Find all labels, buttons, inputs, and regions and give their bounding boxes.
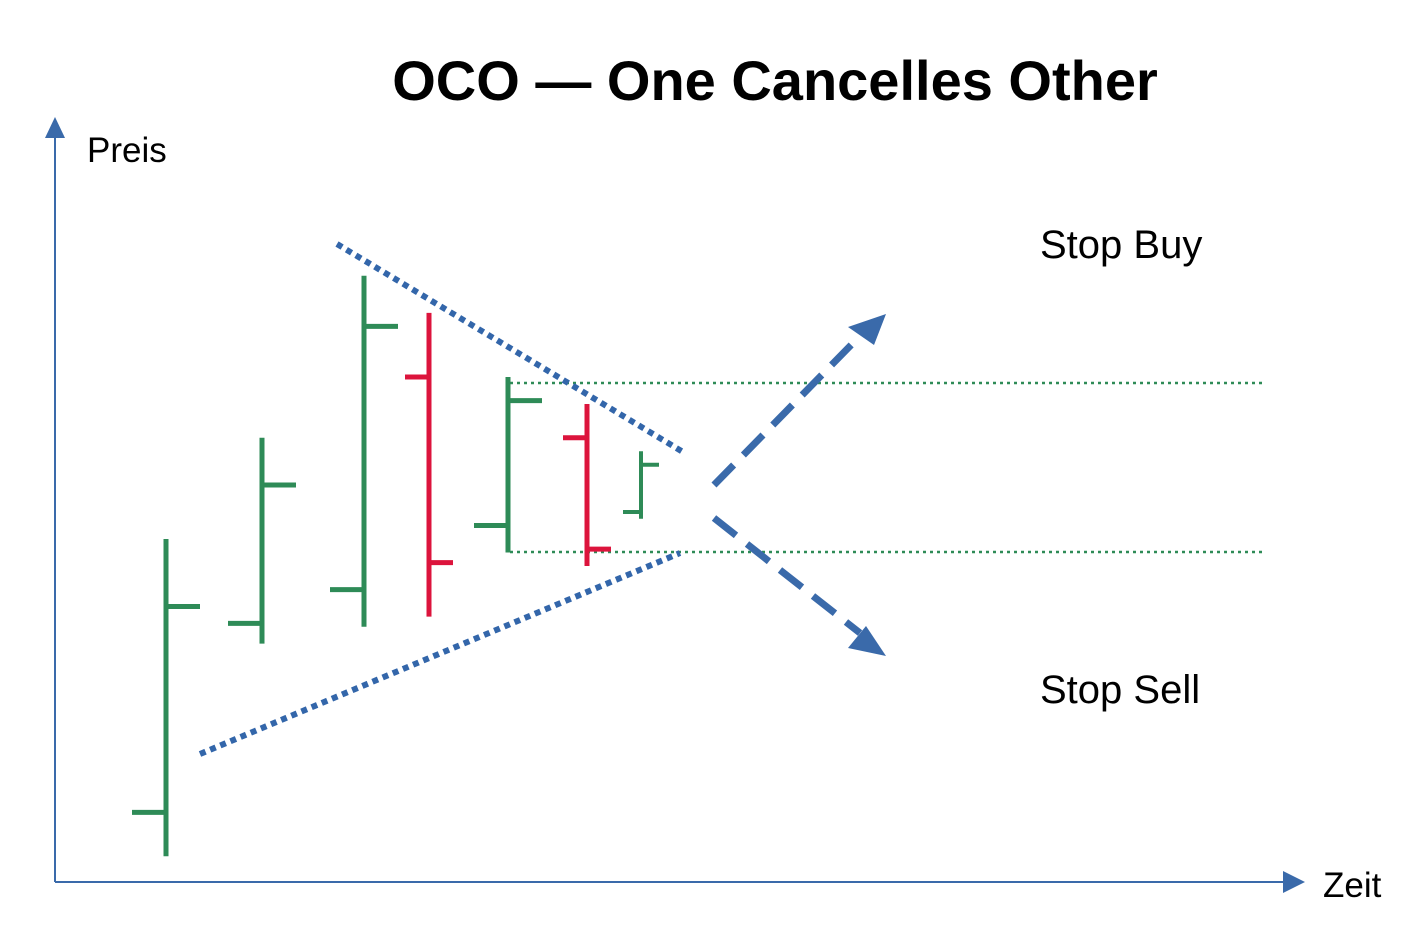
trendlines <box>198 241 685 757</box>
y-axis-arrowhead-icon <box>45 117 65 138</box>
price-bar <box>474 377 542 553</box>
x-axis-arrowhead-icon <box>1283 871 1305 893</box>
price-bar <box>132 539 200 857</box>
lower-trendline <box>198 550 682 757</box>
price-bar <box>563 404 611 566</box>
stop-sell-arrow-line <box>711 515 863 636</box>
stop-buy-arrowhead-icon <box>848 314 886 345</box>
price-bar <box>330 275 398 627</box>
price-bars <box>132 275 659 857</box>
price-bar <box>623 451 659 519</box>
price-bar <box>405 312 453 617</box>
breakout-arrows <box>711 314 886 656</box>
upper-trendline <box>335 241 685 455</box>
price-bar <box>228 437 296 644</box>
chart-title: OCO — One Cancelles Other <box>392 49 1158 112</box>
axes: Preis Zeit <box>45 117 1382 905</box>
y-axis-label: Preis <box>87 131 167 170</box>
level-lines <box>510 381 1262 554</box>
x-axis-label: Zeit <box>1323 866 1382 905</box>
stop-buy-label: Stop Buy <box>1040 223 1202 267</box>
stop-sell-arrowhead-icon <box>848 626 886 656</box>
stop-buy-arrow-line <box>711 335 861 488</box>
stop-sell-label: Stop Sell <box>1040 668 1200 712</box>
